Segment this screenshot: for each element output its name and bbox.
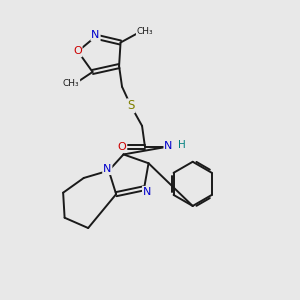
Text: O: O	[118, 142, 126, 152]
Text: H: H	[178, 140, 186, 150]
Text: N: N	[143, 187, 151, 197]
Text: N: N	[91, 31, 100, 40]
Text: N: N	[164, 141, 173, 151]
Text: CH₃: CH₃	[63, 79, 80, 88]
Text: N: N	[103, 164, 112, 174]
Text: O: O	[73, 46, 82, 56]
Text: S: S	[127, 99, 134, 112]
Text: CH₃: CH₃	[137, 27, 153, 36]
